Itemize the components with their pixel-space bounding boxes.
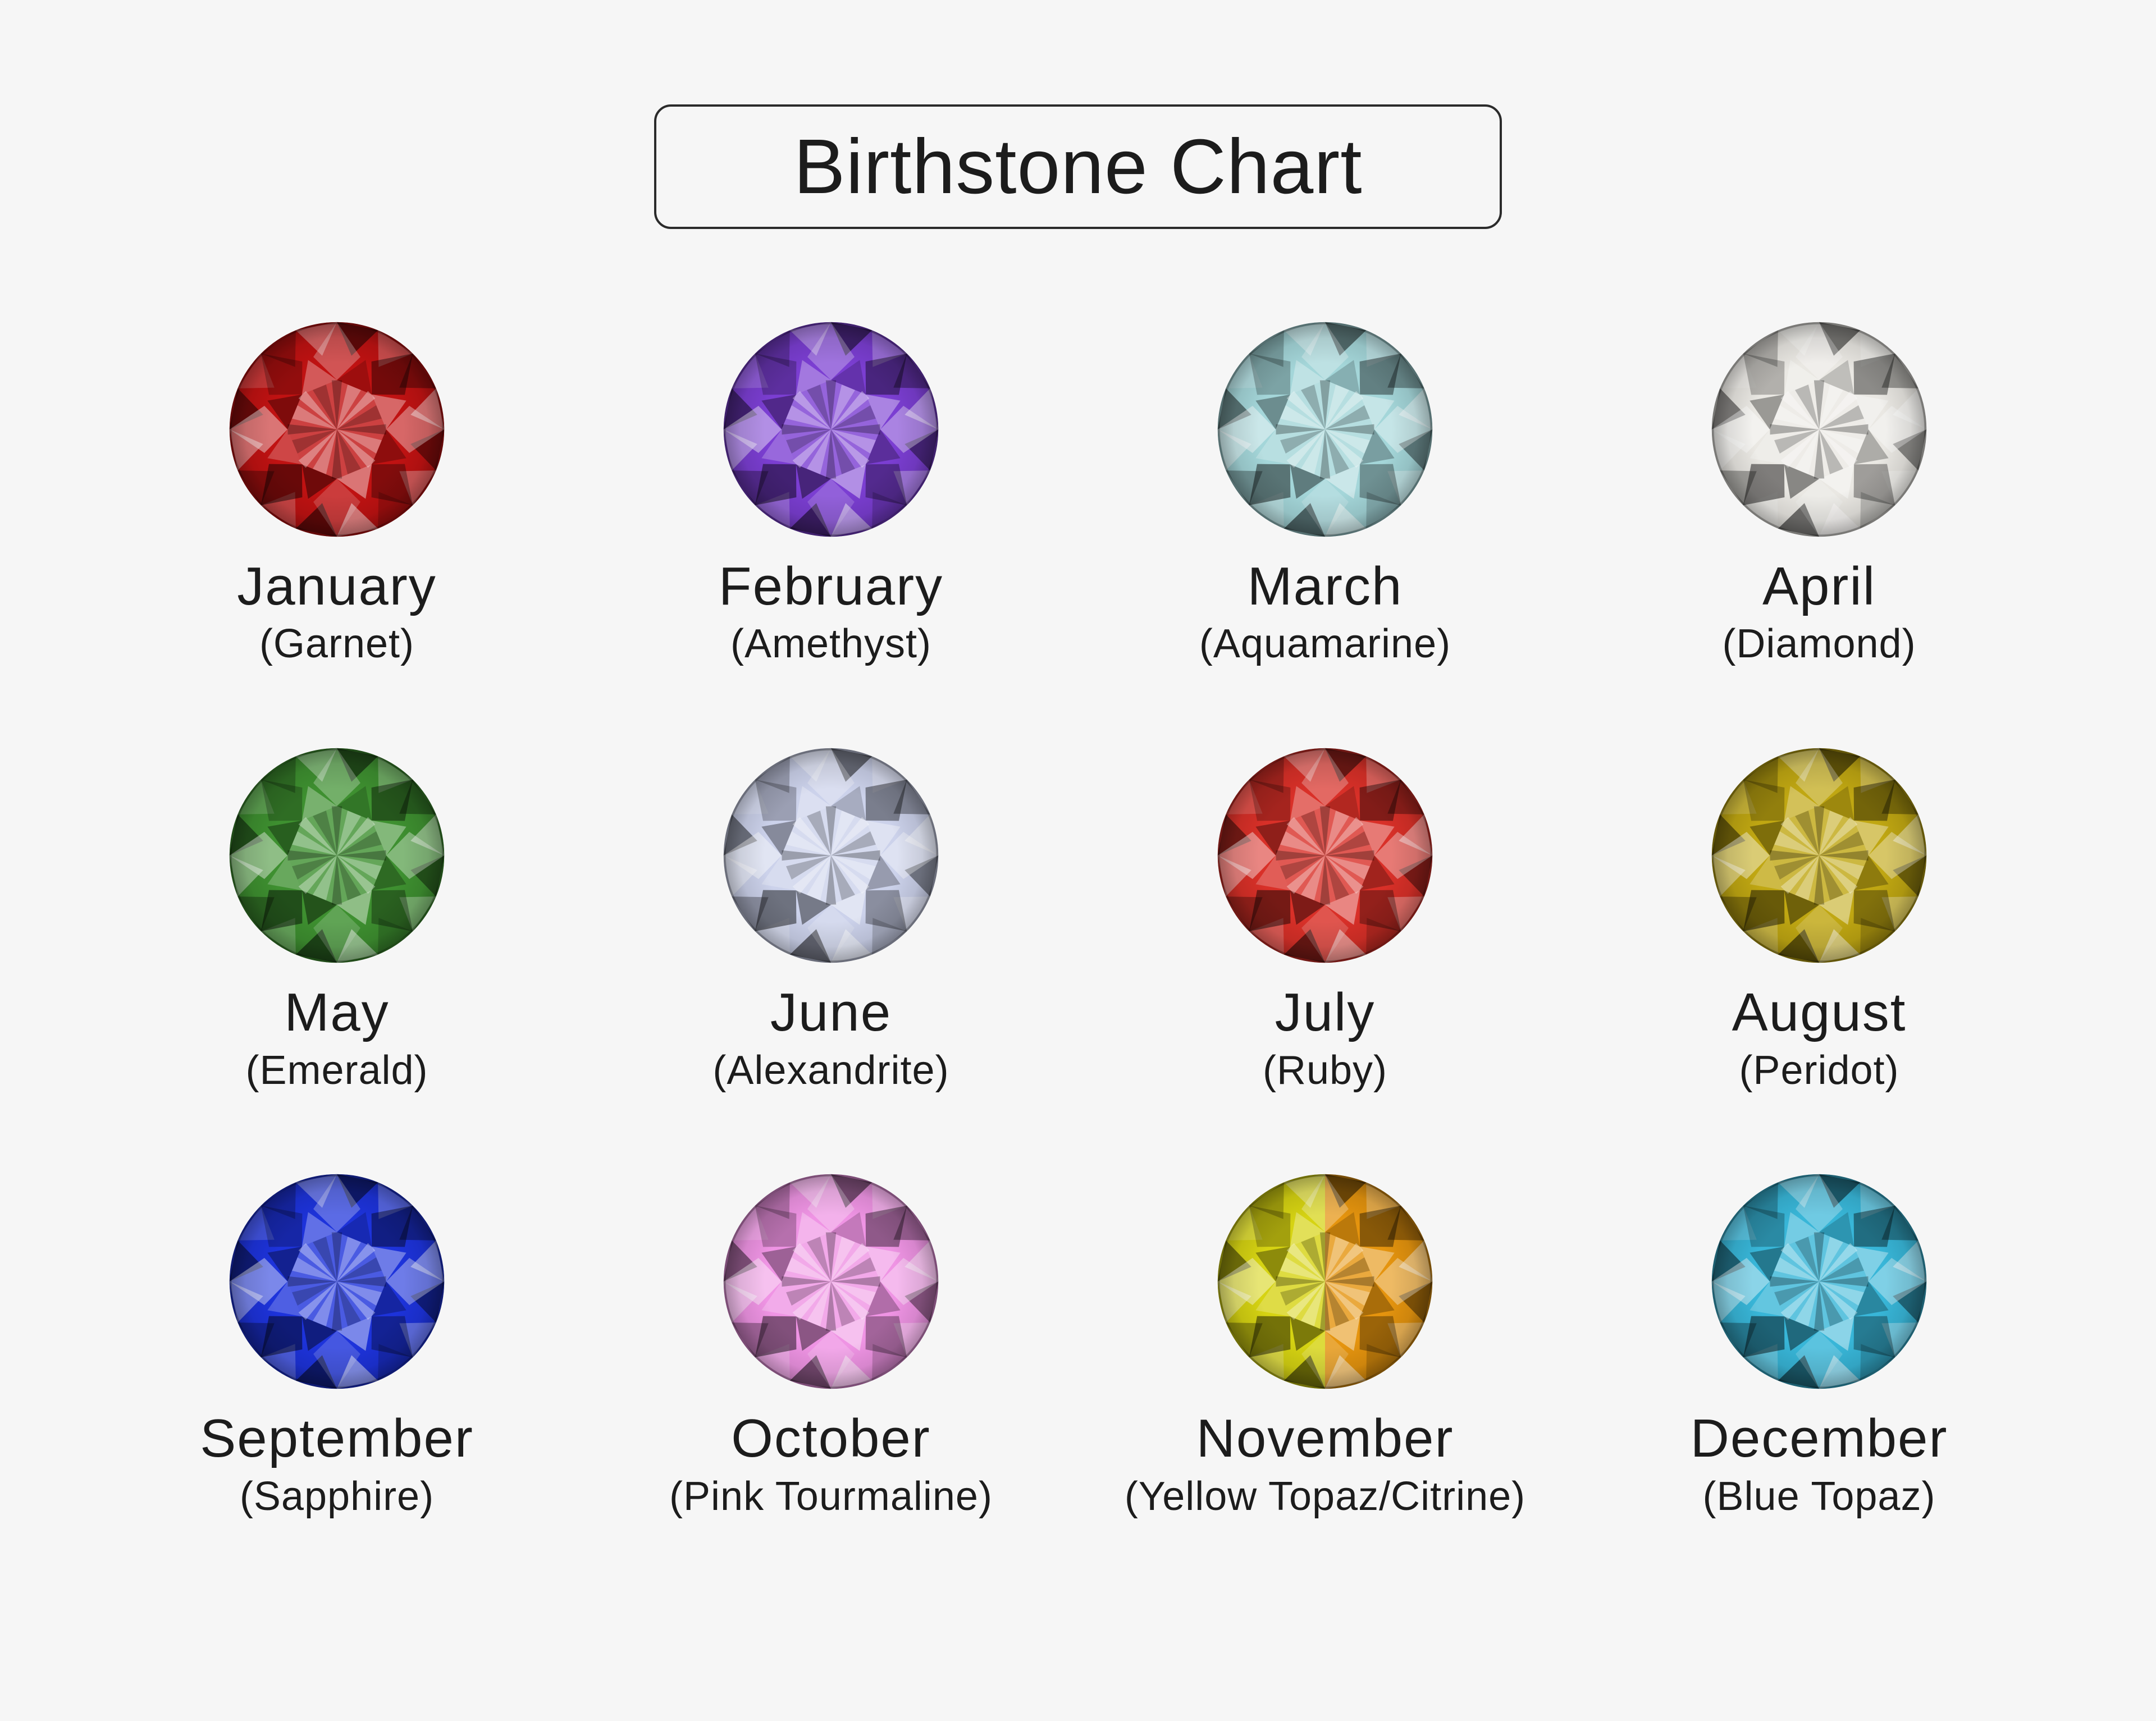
month-label: October	[731, 1408, 931, 1469]
stone-label: (Aquamarine)	[1199, 621, 1451, 667]
month-label: August	[1732, 982, 1907, 1043]
page-title: Birthstone Chart	[793, 123, 1363, 210]
gem-cell-november: November (Yellow Topaz/Citrine)	[1078, 1172, 1572, 1519]
gem-cell-june: June (Alexandrite)	[584, 746, 1078, 1093]
title-box: Birthstone Chart	[654, 104, 1502, 229]
page: Birthstone Chart January (Garnet) February…	[0, 104, 2156, 1721]
month-label: June	[770, 982, 892, 1043]
stone-label: (Emerald)	[245, 1047, 428, 1093]
stone-label: (Amethyst)	[730, 621, 932, 667]
month-label: March	[1247, 556, 1403, 616]
gem-june	[723, 748, 939, 963]
stone-label: (Yellow Topaz/Citrine)	[1124, 1473, 1526, 1519]
stone-label: (Sapphire)	[239, 1473, 435, 1519]
gem-january	[229, 322, 445, 537]
stone-label: (Alexandrite)	[712, 1047, 949, 1093]
month-label: May	[284, 982, 390, 1043]
gem-november	[1217, 1174, 1433, 1389]
stone-label: (Blue Topaz)	[1702, 1473, 1936, 1519]
stone-label: (Peridot)	[1739, 1047, 1899, 1093]
gem-august	[1711, 748, 1927, 963]
birthstone-grid: January (Garnet) February (Amethyst) March (A…	[0, 320, 2156, 1520]
stone-label: (Diamond)	[1722, 621, 1916, 667]
gem-cell-february: February (Amethyst)	[584, 320, 1078, 667]
month-label: April	[1762, 556, 1876, 616]
gem-cell-march: March (Aquamarine)	[1078, 320, 1572, 667]
month-label: December	[1690, 1408, 1948, 1469]
gem-october	[723, 1174, 939, 1389]
gem-cell-january: January (Garnet)	[90, 320, 584, 667]
gem-cell-july: July (Ruby)	[1078, 746, 1572, 1093]
gem-cell-may: May (Emerald)	[90, 746, 584, 1093]
gem-july	[1217, 748, 1433, 963]
gem-cell-september: September (Sapphire)	[90, 1172, 584, 1519]
month-label: November	[1196, 1408, 1454, 1469]
gem-cell-april: April (Diamond)	[1572, 320, 2066, 667]
gem-cell-december: December (Blue Topaz)	[1572, 1172, 2066, 1519]
month-label: February	[718, 556, 944, 616]
gem-april	[1711, 322, 1927, 537]
gem-september	[229, 1174, 445, 1389]
month-label: January	[237, 556, 437, 616]
month-label: July	[1275, 982, 1376, 1043]
gem-cell-october: October (Pink Tourmaline)	[584, 1172, 1078, 1519]
gem-february	[723, 322, 939, 537]
gem-march	[1217, 322, 1433, 537]
stone-label: (Pink Tourmaline)	[669, 1473, 993, 1519]
stone-label: (Garnet)	[259, 621, 415, 667]
gem-may	[229, 748, 445, 963]
month-label: September	[200, 1408, 474, 1469]
gem-cell-august: August (Peridot)	[1572, 746, 2066, 1093]
stone-label: (Ruby)	[1262, 1047, 1388, 1093]
gem-december	[1711, 1174, 1927, 1389]
